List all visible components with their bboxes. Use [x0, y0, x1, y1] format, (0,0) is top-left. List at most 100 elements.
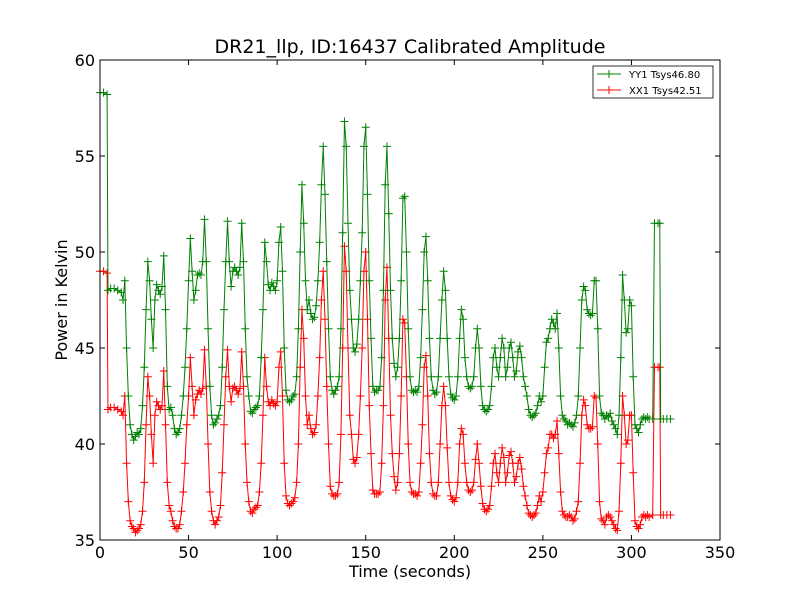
- data-point: [436, 334, 445, 343]
- data-point: [103, 269, 112, 278]
- data-point: [390, 472, 399, 481]
- data-point: [276, 223, 285, 232]
- data-point: [423, 392, 432, 400]
- data-point: [441, 401, 450, 410]
- data-point: [499, 453, 508, 462]
- data-point: [556, 392, 565, 400]
- data-point: [434, 372, 443, 381]
- data-point: [131, 432, 140, 441]
- data-point: [581, 286, 590, 295]
- data-point: [182, 324, 191, 333]
- data-point: [308, 315, 317, 324]
- data-point: [478, 401, 487, 410]
- data-point: [110, 284, 119, 293]
- data-point: [149, 344, 158, 352]
- data-point: [186, 234, 195, 243]
- data-point: [255, 488, 264, 496]
- data-point: [554, 344, 563, 352]
- data-point: [205, 488, 214, 496]
- data-point: [158, 401, 166, 410]
- data-point: [230, 382, 239, 391]
- data-point: [166, 507, 175, 516]
- x-axis-label: Time (seconds): [348, 562, 471, 581]
- data-point: [636, 520, 645, 529]
- y-axis-label: Power in Kelvin: [52, 239, 71, 360]
- data-point: [315, 238, 324, 247]
- data-point: [211, 520, 220, 529]
- data-point: [119, 411, 128, 420]
- data-point: [391, 372, 400, 381]
- data-point: [421, 351, 430, 360]
- data-point: [549, 434, 558, 443]
- data-point: [411, 386, 420, 395]
- data-point: [237, 219, 246, 228]
- data-point: [374, 489, 383, 498]
- data-point: [581, 401, 590, 410]
- data-point: [297, 180, 306, 189]
- data-point: [368, 486, 377, 495]
- data-point: [528, 413, 537, 422]
- data-point: [606, 512, 615, 521]
- data-point: [551, 430, 560, 439]
- data-point: [99, 267, 108, 276]
- data-point: [248, 509, 257, 518]
- data-point: [414, 488, 423, 496]
- data-point: [239, 382, 248, 391]
- data-point: [296, 363, 305, 372]
- data-point: [129, 436, 138, 445]
- data-point: [282, 491, 290, 500]
- data-point: [508, 353, 517, 362]
- data-point: [600, 520, 609, 529]
- data-point: [416, 459, 425, 468]
- data-point: [241, 324, 250, 333]
- data-point: [200, 215, 209, 224]
- data-point: [140, 478, 149, 487]
- data-point: [473, 440, 482, 448]
- data-point: [333, 382, 342, 391]
- data-point: [393, 363, 402, 372]
- data-point: [530, 511, 538, 520]
- data-point: [296, 248, 305, 256]
- data-point: [216, 401, 225, 410]
- data-point: [583, 305, 592, 314]
- data-point: [159, 367, 168, 376]
- data-point: [150, 296, 159, 304]
- data-point: [301, 392, 310, 400]
- y-tick-label: 40: [75, 435, 95, 454]
- data-point: [648, 415, 657, 424]
- data-point: [119, 296, 128, 304]
- data-point: [181, 459, 190, 468]
- data-point: [579, 282, 588, 291]
- data-point: [356, 392, 365, 400]
- data-point: [576, 459, 585, 468]
- data-point: [574, 497, 583, 506]
- data-point: [145, 392, 154, 400]
- data-point: [492, 468, 501, 477]
- data-point: [406, 372, 414, 381]
- data-point: [420, 363, 429, 372]
- data-point: [462, 372, 471, 381]
- data-point: [175, 520, 184, 529]
- data-point: [340, 242, 349, 251]
- data-point: [278, 267, 287, 276]
- data-point: [485, 401, 494, 410]
- data-point: [324, 324, 333, 333]
- data-point: [188, 267, 197, 276]
- data-point: [537, 497, 546, 506]
- ticks-layer: 0 50 100 150 200 250 300 350 35 40 45 50 55 60: [75, 51, 736, 562]
- data-point: [198, 384, 207, 393]
- data-point: [200, 345, 209, 354]
- data-point: [505, 451, 514, 460]
- data-point: [363, 190, 372, 199]
- data-point: [553, 416, 562, 425]
- data-point: [609, 520, 618, 529]
- y-tick-label: 35: [75, 531, 95, 550]
- data-point: [342, 142, 351, 151]
- data-point: [441, 286, 450, 295]
- data-point: [156, 405, 165, 414]
- data-point: [418, 305, 427, 314]
- data-point: [173, 428, 182, 437]
- data-point: [168, 411, 177, 420]
- data-point: [468, 486, 476, 495]
- data-point: [611, 524, 620, 533]
